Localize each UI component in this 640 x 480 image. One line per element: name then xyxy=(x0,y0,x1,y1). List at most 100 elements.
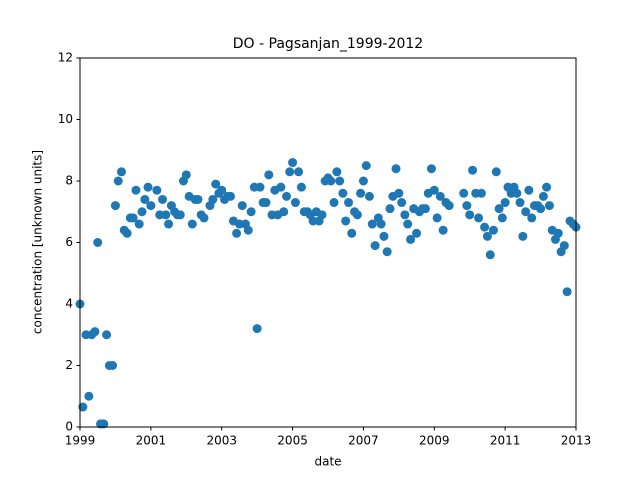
data-point xyxy=(288,158,298,168)
data-point xyxy=(181,170,191,180)
data-point xyxy=(99,419,109,429)
data-point xyxy=(474,213,484,223)
data-point xyxy=(290,198,300,208)
data-point xyxy=(536,204,546,214)
data-point xyxy=(352,210,362,220)
data-point xyxy=(462,201,472,211)
data-point xyxy=(261,198,271,208)
data-point xyxy=(226,191,236,201)
data-point xyxy=(335,176,345,186)
data-point xyxy=(382,247,392,257)
data-point xyxy=(279,207,289,217)
data-point xyxy=(158,194,168,204)
plot-frame xyxy=(79,57,577,428)
data-point xyxy=(553,228,563,238)
data-point xyxy=(137,207,147,217)
data-point xyxy=(134,219,144,229)
data-point xyxy=(84,391,94,401)
data-point xyxy=(332,167,342,177)
data-point xyxy=(394,188,404,198)
data-point xyxy=(164,219,174,229)
x-tick-label: 2005 xyxy=(277,434,308,448)
data-point xyxy=(391,164,401,174)
data-point xyxy=(459,188,469,198)
data-point xyxy=(246,207,256,217)
data-point xyxy=(211,179,221,189)
x-axis-label: date xyxy=(314,455,341,469)
data-point xyxy=(199,213,209,223)
data-point xyxy=(412,228,422,238)
x-tick-label: 2003 xyxy=(206,434,237,448)
data-point xyxy=(217,185,227,195)
data-point xyxy=(444,201,454,211)
data-point xyxy=(364,191,374,201)
data-point xyxy=(356,188,366,198)
data-point xyxy=(237,201,247,211)
data-point xyxy=(341,216,351,226)
data-point xyxy=(500,198,510,208)
data-point xyxy=(296,182,306,192)
data-point xyxy=(116,167,126,177)
data-point xyxy=(252,324,262,334)
data-point xyxy=(429,185,439,195)
data-point xyxy=(379,231,389,241)
data-point xyxy=(122,228,132,238)
x-tick-label: 2011 xyxy=(490,434,521,448)
data-point xyxy=(376,219,386,229)
data-point xyxy=(494,204,504,214)
data-point xyxy=(361,161,371,171)
data-point xyxy=(285,167,295,177)
data-point xyxy=(243,225,253,235)
x-tick-label: 1999 xyxy=(65,434,96,448)
data-point xyxy=(497,213,507,223)
data-point xyxy=(276,182,286,192)
data-point xyxy=(110,201,120,211)
data-point xyxy=(485,250,495,260)
data-point xyxy=(140,194,150,204)
data-point xyxy=(403,219,413,229)
data-point xyxy=(282,191,292,201)
y-tick-label: 4 xyxy=(65,297,73,311)
x-tick-label: 2013 xyxy=(561,434,592,448)
data-point xyxy=(468,165,478,175)
y-tick-label: 6 xyxy=(65,235,73,249)
data-point xyxy=(344,198,354,208)
data-point xyxy=(524,185,534,195)
data-point xyxy=(491,167,501,177)
data-point xyxy=(146,201,156,211)
data-point xyxy=(294,167,304,177)
data-point xyxy=(161,210,171,220)
data-point xyxy=(143,182,153,192)
data-point xyxy=(113,176,123,186)
data-point xyxy=(406,234,416,244)
data-point xyxy=(435,191,445,201)
data-point xyxy=(385,204,395,214)
chart-title: DO - Pagsanjan_1999-2012 xyxy=(233,36,423,52)
y-tick-label: 0 xyxy=(65,420,73,434)
data-point xyxy=(338,188,348,198)
data-point xyxy=(370,241,380,251)
y-tick-label: 2 xyxy=(65,358,73,372)
data-point xyxy=(397,198,407,208)
data-point xyxy=(193,194,203,204)
data-point xyxy=(329,198,339,208)
data-point xyxy=(542,182,552,192)
data-point xyxy=(102,330,112,340)
data-point xyxy=(358,176,368,186)
y-tick-label: 10 xyxy=(58,112,73,126)
data-point xyxy=(562,287,572,297)
x-tick-label: 2001 xyxy=(136,434,167,448)
data-point xyxy=(232,228,242,238)
y-tick-label: 12 xyxy=(58,51,73,65)
data-point xyxy=(326,176,336,186)
data-point xyxy=(175,210,185,220)
data-point xyxy=(544,201,554,211)
data-point xyxy=(255,182,265,192)
data-point xyxy=(420,204,430,214)
data-point xyxy=(559,241,569,251)
data-point xyxy=(367,219,377,229)
data-point xyxy=(264,170,274,180)
data-point xyxy=(208,194,218,204)
data-point xyxy=(476,188,486,198)
